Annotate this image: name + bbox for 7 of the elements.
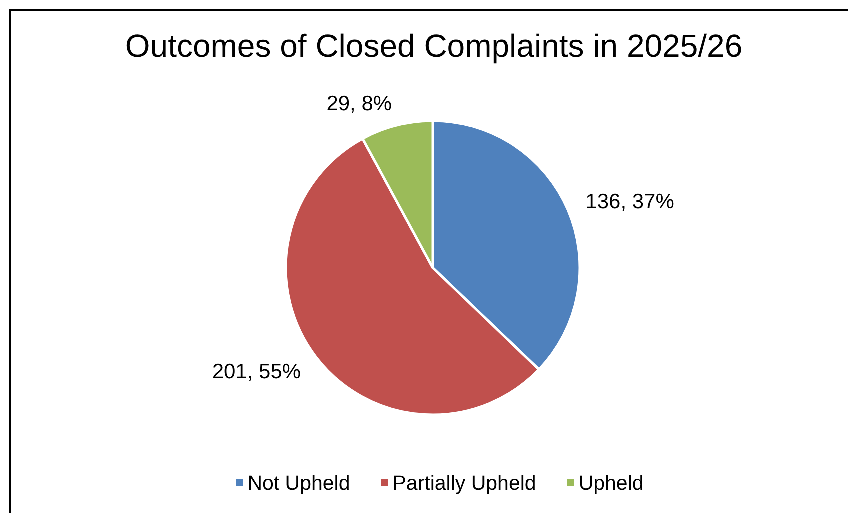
chart-title: Outcomes of Closed Complaints in 2025/26 <box>125 28 743 64</box>
data-label: 29, 8% <box>326 92 392 116</box>
data-label: 136, 37% <box>586 190 674 214</box>
legend-label: Not Upheld <box>248 472 350 496</box>
legend-label: Upheld <box>578 472 644 496</box>
data-label: 201, 55% <box>212 360 302 384</box>
legend-label: Partially Upheld <box>392 472 536 496</box>
